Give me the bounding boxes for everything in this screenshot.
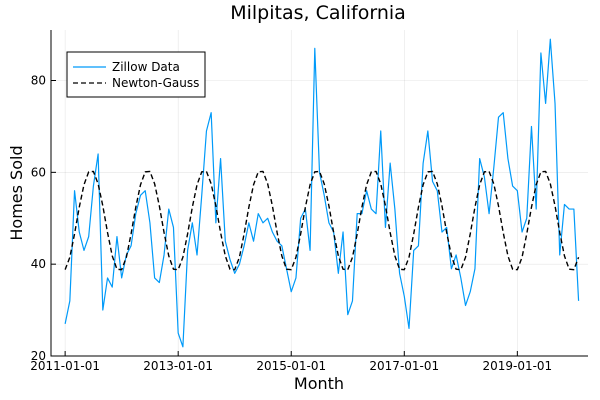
x-tick-label: 2015-01-01	[256, 359, 326, 373]
legend: Zillow Data Newton-Gauss	[66, 51, 206, 98]
x-tick-label: 2019-01-01	[482, 359, 552, 373]
series-line-zillow-data	[64, 38, 580, 348]
legend-box	[66, 51, 206, 98]
y-axis-label: Homes Sold	[7, 145, 26, 240]
axis-ticks: 2011-01-01 2013-01-01 2015-01-01 2017-01-01…	[30, 74, 552, 373]
chart-title: Milpitas, California	[230, 2, 406, 24]
plot-series	[64, 38, 580, 348]
y-tick-label: 80	[31, 74, 46, 88]
y-tick-label: 60	[31, 165, 46, 179]
x-axis-label: Month	[294, 374, 344, 393]
x-tick-label: 2017-01-01	[369, 359, 439, 373]
x-tick-label: 2013-01-01	[143, 359, 213, 373]
y-tick-label: 20	[31, 349, 46, 363]
y-tick-label: 40	[31, 257, 46, 271]
x-tick-label: 2011-01-01	[30, 359, 100, 373]
legend-label-zillow-data: Zillow Data	[112, 60, 180, 74]
series-line-newton-gauss	[64, 170, 580, 271]
legend-label-newton-gauss: Newton-Gauss	[112, 76, 199, 90]
